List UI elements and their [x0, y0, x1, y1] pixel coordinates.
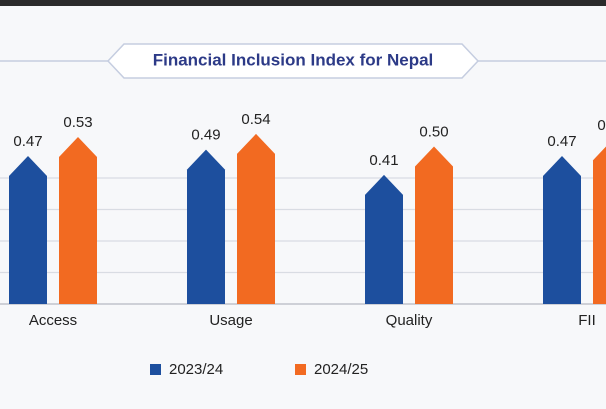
chart-title: Financial Inclusion Index for Nepal — [153, 50, 434, 69]
bar — [237, 133, 275, 304]
value-label: 0.47 — [547, 133, 576, 150]
legend-label: 2024/25 — [314, 361, 368, 378]
value-label: 0.41 — [369, 152, 398, 169]
value-label: 0.47 — [13, 133, 42, 150]
bar — [543, 155, 581, 304]
legend-swatch — [150, 364, 161, 375]
x-tick-label: Access — [29, 312, 77, 329]
value-label: 0.52 — [597, 117, 606, 134]
value-label: 0.53 — [63, 114, 92, 131]
x-tick-label: FII — [578, 312, 596, 329]
bar — [9, 155, 47, 304]
bar — [415, 146, 453, 304]
bar — [593, 146, 606, 304]
title-banner — [106, 43, 480, 79]
value-label: 0.54 — [241, 111, 270, 128]
legend-label: 2023/24 — [169, 361, 223, 378]
value-label: 0.50 — [419, 123, 448, 140]
bar — [59, 137, 97, 304]
legend-swatch — [295, 364, 306, 375]
top-bar — [0, 0, 606, 6]
x-tick-label: Usage — [209, 312, 252, 329]
bar — [187, 149, 225, 304]
bar — [365, 174, 403, 304]
x-tick-label: Quality — [386, 312, 433, 329]
value-label: 0.49 — [191, 127, 220, 144]
